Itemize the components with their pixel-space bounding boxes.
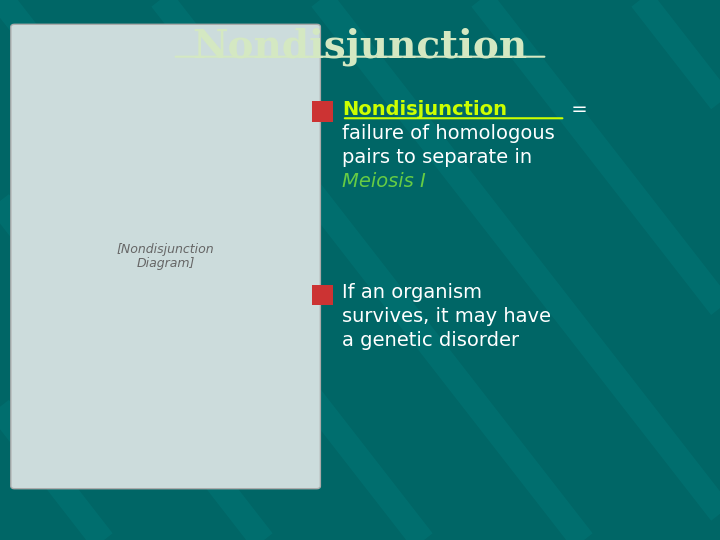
FancyBboxPatch shape: [312, 101, 333, 122]
Text: failure of homologous: failure of homologous: [342, 124, 554, 144]
FancyBboxPatch shape: [11, 24, 320, 489]
Text: pairs to separate in: pairs to separate in: [342, 148, 532, 167]
Text: If an organism: If an organism: [342, 283, 482, 302]
Text: Nondisjunction: Nondisjunction: [192, 27, 528, 65]
Text: =: =: [565, 99, 588, 119]
Text: a genetic disorder: a genetic disorder: [342, 330, 519, 350]
FancyBboxPatch shape: [312, 285, 333, 305]
Text: Nondisjunction: Nondisjunction: [342, 99, 507, 119]
Text: [Nondisjunction
Diagram]: [Nondisjunction Diagram]: [117, 242, 215, 271]
Text: Meiosis I: Meiosis I: [342, 172, 426, 191]
Text: survives, it may have: survives, it may have: [342, 307, 551, 326]
